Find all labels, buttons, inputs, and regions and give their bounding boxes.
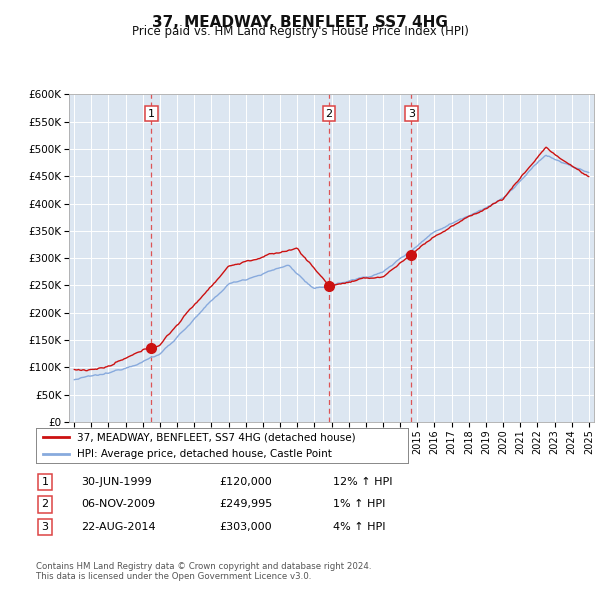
Text: 30-JUN-1999: 30-JUN-1999 <box>81 477 152 487</box>
Text: £303,000: £303,000 <box>219 522 272 532</box>
Text: 37, MEADWAY, BENFLEET, SS7 4HG (detached house): 37, MEADWAY, BENFLEET, SS7 4HG (detached… <box>77 432 356 442</box>
Text: 06-NOV-2009: 06-NOV-2009 <box>81 500 155 509</box>
Text: 2: 2 <box>325 109 332 119</box>
Text: £120,000: £120,000 <box>219 477 272 487</box>
Text: 2: 2 <box>41 500 49 509</box>
Text: 4% ↑ HPI: 4% ↑ HPI <box>333 522 386 532</box>
Text: 3: 3 <box>41 522 49 532</box>
Text: 1: 1 <box>41 477 49 487</box>
Text: HPI: Average price, detached house, Castle Point: HPI: Average price, detached house, Cast… <box>77 448 332 458</box>
Text: 1: 1 <box>148 109 155 119</box>
Text: 37, MEADWAY, BENFLEET, SS7 4HG: 37, MEADWAY, BENFLEET, SS7 4HG <box>152 15 448 30</box>
Text: 12% ↑ HPI: 12% ↑ HPI <box>333 477 392 487</box>
Text: Price paid vs. HM Land Registry's House Price Index (HPI): Price paid vs. HM Land Registry's House … <box>131 25 469 38</box>
Text: 22-AUG-2014: 22-AUG-2014 <box>81 522 155 532</box>
Text: 3: 3 <box>408 109 415 119</box>
Text: 1% ↑ HPI: 1% ↑ HPI <box>333 500 385 509</box>
Text: £249,995: £249,995 <box>219 500 272 509</box>
Text: Contains HM Land Registry data © Crown copyright and database right 2024.
This d: Contains HM Land Registry data © Crown c… <box>36 562 371 581</box>
